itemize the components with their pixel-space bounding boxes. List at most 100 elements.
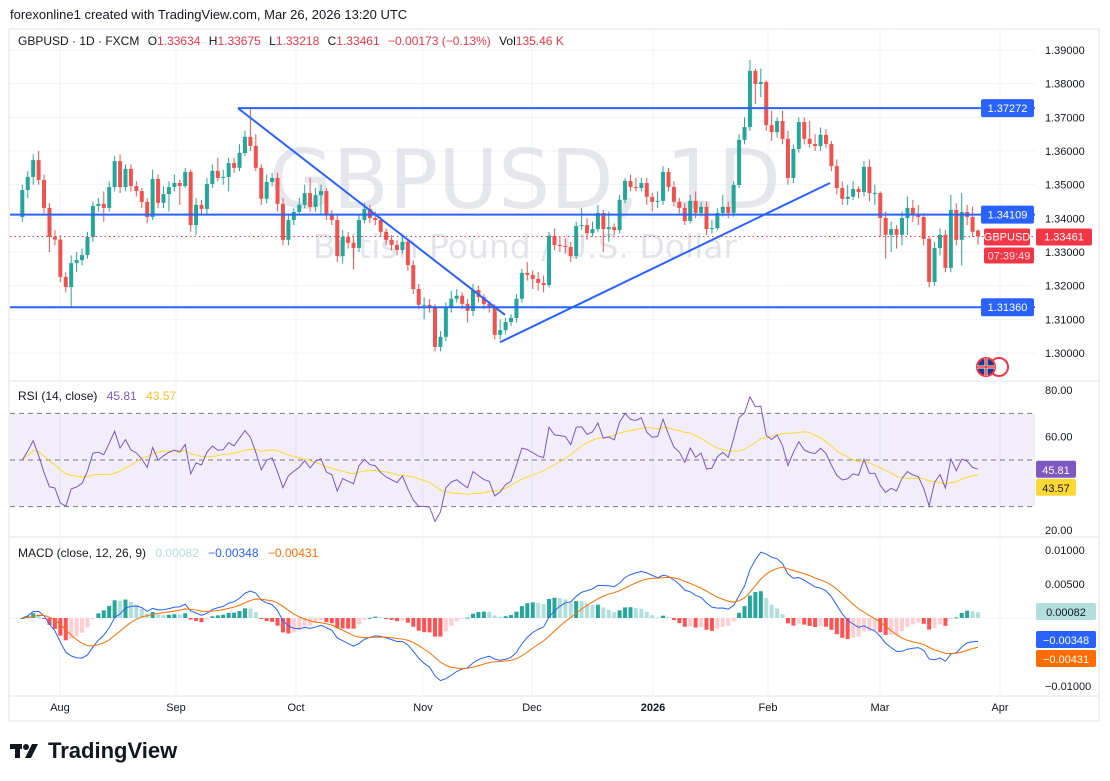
candle[interactable]	[291, 208, 296, 226]
candle[interactable]	[970, 206, 975, 237]
candle[interactable]	[796, 117, 801, 153]
candle[interactable]	[785, 130, 790, 185]
candle[interactable]	[237, 144, 242, 172]
candle[interactable]	[139, 188, 144, 209]
tradingview-logo[interactable]: TradingView	[10, 738, 177, 764]
candle[interactable]	[123, 164, 128, 192]
candle[interactable]	[340, 230, 345, 264]
candle[interactable]	[780, 110, 785, 145]
candle[interactable]	[856, 186, 861, 199]
candle[interactable]	[400, 235, 405, 254]
candle[interactable]	[498, 319, 503, 340]
candle[interactable]	[107, 181, 112, 212]
candle[interactable]	[813, 134, 818, 151]
candle[interactable]	[433, 304, 437, 352]
candle[interactable]	[242, 130, 247, 157]
candle[interactable]	[90, 201, 95, 242]
macd-title[interactable]: MACD (close, 12, 26, 9)	[18, 546, 147, 560]
candle[interactable]	[286, 214, 291, 246]
candle[interactable]	[671, 181, 676, 207]
candle[interactable]	[492, 304, 497, 340]
candle[interactable]	[552, 228, 557, 251]
candle[interactable]	[52, 230, 57, 246]
candle[interactable]	[31, 154, 36, 185]
candle[interactable]	[742, 117, 747, 145]
candle[interactable]	[932, 241, 937, 286]
candle[interactable]	[883, 211, 888, 259]
candle[interactable]	[644, 177, 649, 205]
candle[interactable]	[509, 314, 514, 327]
symbol-info[interactable]: GBPUSD · 1D · FXCM	[18, 34, 140, 48]
candle[interactable]	[356, 214, 361, 252]
candle[interactable]	[416, 283, 421, 310]
candle[interactable]	[194, 198, 199, 236]
candle[interactable]	[737, 134, 742, 189]
candle[interactable]	[688, 194, 693, 224]
candle[interactable]	[519, 268, 524, 303]
candle[interactable]	[677, 198, 682, 214]
candle[interactable]	[427, 299, 432, 313]
candle[interactable]	[42, 174, 47, 214]
candle[interactable]	[557, 236, 562, 252]
candle[interactable]	[715, 208, 720, 231]
candle[interactable]	[199, 199, 204, 215]
candle[interactable]	[454, 289, 459, 303]
candle[interactable]	[264, 174, 269, 204]
candle[interactable]	[601, 209, 606, 252]
rsi-title[interactable]: RSI (14, close)	[18, 389, 98, 403]
candle[interactable]	[943, 230, 948, 273]
candle[interactable]	[731, 181, 736, 217]
candle[interactable]	[666, 167, 671, 192]
candle[interactable]	[574, 221, 579, 259]
candle[interactable]	[948, 194, 953, 273]
candle[interactable]	[128, 164, 133, 192]
candle[interactable]	[58, 235, 63, 283]
candle[interactable]	[394, 240, 399, 256]
candle[interactable]	[166, 181, 171, 212]
candle[interactable]	[172, 174, 177, 192]
candle[interactable]	[112, 156, 117, 192]
candle[interactable]	[177, 179, 182, 205]
candle[interactable]	[899, 211, 904, 246]
candle[interactable]	[405, 238, 410, 271]
candle[interactable]	[118, 154, 123, 194]
candle[interactable]	[248, 107, 253, 151]
candle[interactable]	[937, 228, 942, 256]
candle[interactable]	[313, 188, 318, 212]
candle[interactable]	[280, 198, 285, 246]
candle[interactable]	[438, 331, 443, 352]
candle[interactable]	[921, 213, 926, 246]
candle[interactable]	[275, 172, 280, 212]
candle[interactable]	[215, 157, 220, 182]
candle[interactable]	[422, 297, 427, 320]
candle[interactable]	[259, 164, 264, 205]
candle[interactable]	[503, 317, 508, 335]
candle[interactable]	[204, 177, 209, 215]
candle[interactable]	[389, 235, 394, 251]
candle[interactable]	[753, 68, 758, 104]
candle[interactable]	[335, 214, 340, 263]
candle[interactable]	[547, 231, 552, 288]
candle[interactable]	[612, 223, 617, 236]
candle[interactable]	[867, 159, 872, 202]
candle[interactable]	[351, 236, 356, 270]
candle[interactable]	[536, 272, 541, 291]
candle[interactable]	[655, 191, 660, 209]
candle[interactable]	[861, 161, 866, 197]
candle[interactable]	[134, 181, 139, 197]
candle[interactable]	[69, 255, 74, 308]
candle[interactable]	[74, 252, 79, 273]
candle[interactable]	[145, 198, 150, 224]
candle[interactable]	[802, 117, 807, 145]
candle[interactable]	[889, 221, 894, 252]
candle[interactable]	[530, 270, 535, 290]
candle[interactable]	[384, 228, 389, 246]
candle[interactable]	[563, 238, 568, 254]
candle[interactable]	[96, 198, 101, 212]
candle[interactable]	[758, 68, 763, 98]
candle[interactable]	[595, 204, 600, 232]
candle[interactable]	[959, 193, 964, 266]
candle[interactable]	[623, 177, 628, 204]
candle[interactable]	[20, 184, 25, 222]
